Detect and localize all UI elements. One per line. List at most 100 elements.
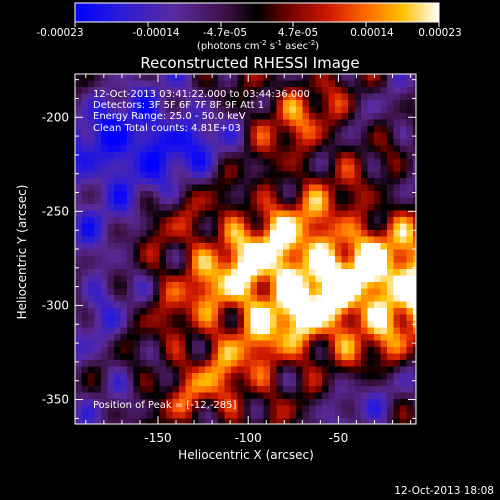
heatmap-cell xyxy=(205,288,213,296)
heatmap-cell xyxy=(81,178,89,186)
heatmap-cell xyxy=(146,165,154,173)
heatmap-cell xyxy=(354,119,362,127)
heatmap-cell xyxy=(166,184,174,192)
heatmap-cell xyxy=(114,100,122,108)
heatmap-cell xyxy=(172,353,180,361)
heatmap-cell xyxy=(335,165,343,173)
heatmap-cell xyxy=(159,262,167,270)
heatmap-cell xyxy=(159,334,167,342)
heatmap-cell xyxy=(192,405,200,413)
heatmap-cell xyxy=(380,87,388,95)
heatmap-cell xyxy=(120,152,128,160)
heatmap-cell xyxy=(296,282,304,290)
heatmap-cell xyxy=(263,262,271,270)
heatmap-cell xyxy=(218,243,226,251)
heatmap-cell xyxy=(270,217,278,225)
heatmap-cell xyxy=(75,373,83,381)
heatmap-cell xyxy=(335,217,343,225)
heatmap-cell xyxy=(146,295,154,303)
heatmap-cell xyxy=(146,288,154,296)
heatmap-cell xyxy=(335,152,343,160)
heatmap-cell xyxy=(302,197,310,205)
heatmap-cell xyxy=(198,418,206,424)
energy-range-text: Energy Range: 25.0 - 50.0 keV xyxy=(93,111,246,122)
heatmap-cell xyxy=(192,74,200,82)
heatmap-cell xyxy=(211,340,219,348)
heatmap-cell xyxy=(198,314,206,322)
heatmap-cell xyxy=(276,223,284,231)
heatmap-cell xyxy=(289,366,297,374)
heatmap-cell xyxy=(140,262,148,270)
heatmap-cell xyxy=(348,126,356,134)
heatmap-cell xyxy=(250,301,258,309)
heatmap-cell xyxy=(153,347,161,355)
heatmap-cell xyxy=(218,184,226,192)
heatmap-cell xyxy=(120,165,128,173)
heatmap-cell xyxy=(302,308,310,316)
heatmap-cell xyxy=(400,165,408,173)
heatmap-cell xyxy=(257,158,265,166)
heatmap-cell xyxy=(257,327,265,335)
heatmap-cell xyxy=(185,178,193,186)
heatmap-cell xyxy=(289,210,297,218)
heatmap-cell xyxy=(231,412,239,420)
heatmap-cell xyxy=(133,282,141,290)
heatmap-cell xyxy=(296,145,304,153)
heatmap-cell xyxy=(309,74,317,82)
heatmap-cell xyxy=(302,217,310,225)
heatmap-cell xyxy=(302,392,310,400)
heatmap-cell xyxy=(400,412,408,420)
heatmap-cell xyxy=(367,100,375,108)
heatmap-cell xyxy=(244,204,252,212)
heatmap-cell xyxy=(146,418,154,424)
heatmap-cell xyxy=(296,119,304,127)
heatmap-cell xyxy=(231,145,239,153)
heatmap-cell xyxy=(153,295,161,303)
heatmap-cell xyxy=(75,314,83,322)
heatmap-cell xyxy=(309,106,317,114)
heatmap-cell xyxy=(406,210,414,218)
heatmap-cell xyxy=(328,379,336,387)
heatmap-cell xyxy=(88,412,96,420)
heatmap-cell xyxy=(413,347,416,355)
heatmap-cell xyxy=(374,392,382,400)
heatmap-cell xyxy=(120,418,128,424)
heatmap-cell xyxy=(166,314,174,322)
heatmap-cell xyxy=(101,113,109,121)
heatmap-cell xyxy=(302,113,310,121)
heatmap-cell xyxy=(263,308,271,316)
heatmap-cell xyxy=(302,119,310,127)
heatmap-cell xyxy=(198,126,206,134)
heatmap-cell xyxy=(257,210,265,218)
heatmap-cell xyxy=(263,126,271,134)
heatmap-cell xyxy=(75,230,83,238)
heatmap-cell xyxy=(387,314,395,322)
heatmap-cell xyxy=(94,236,102,244)
heatmap-cell xyxy=(328,223,336,231)
heatmap-cell xyxy=(413,197,416,205)
heatmap-cell xyxy=(192,275,200,283)
heatmap-cell xyxy=(250,399,258,407)
heatmap-cell xyxy=(205,340,213,348)
heatmap-cell xyxy=(328,269,336,277)
heatmap-cell xyxy=(133,197,141,205)
heatmap-cell xyxy=(94,119,102,127)
heatmap-cell xyxy=(367,132,375,140)
heatmap-cell xyxy=(153,126,161,134)
heatmap-cell xyxy=(107,152,115,160)
heatmap-cell xyxy=(179,113,187,121)
heatmap-cell xyxy=(81,392,89,400)
heatmap-cell xyxy=(127,106,135,114)
heatmap-cell xyxy=(341,353,349,361)
heatmap-cell xyxy=(244,217,252,225)
heatmap-cell xyxy=(263,197,271,205)
heatmap-cell xyxy=(114,373,122,381)
heatmap-cell xyxy=(159,93,167,101)
heatmap-cell xyxy=(133,74,141,82)
heatmap-cell xyxy=(179,93,187,101)
heatmap-cell xyxy=(296,230,304,238)
heatmap-cell xyxy=(406,262,414,270)
heatmap-cell xyxy=(88,399,96,407)
heatmap-cell xyxy=(322,165,330,173)
heatmap-cell xyxy=(257,230,265,238)
